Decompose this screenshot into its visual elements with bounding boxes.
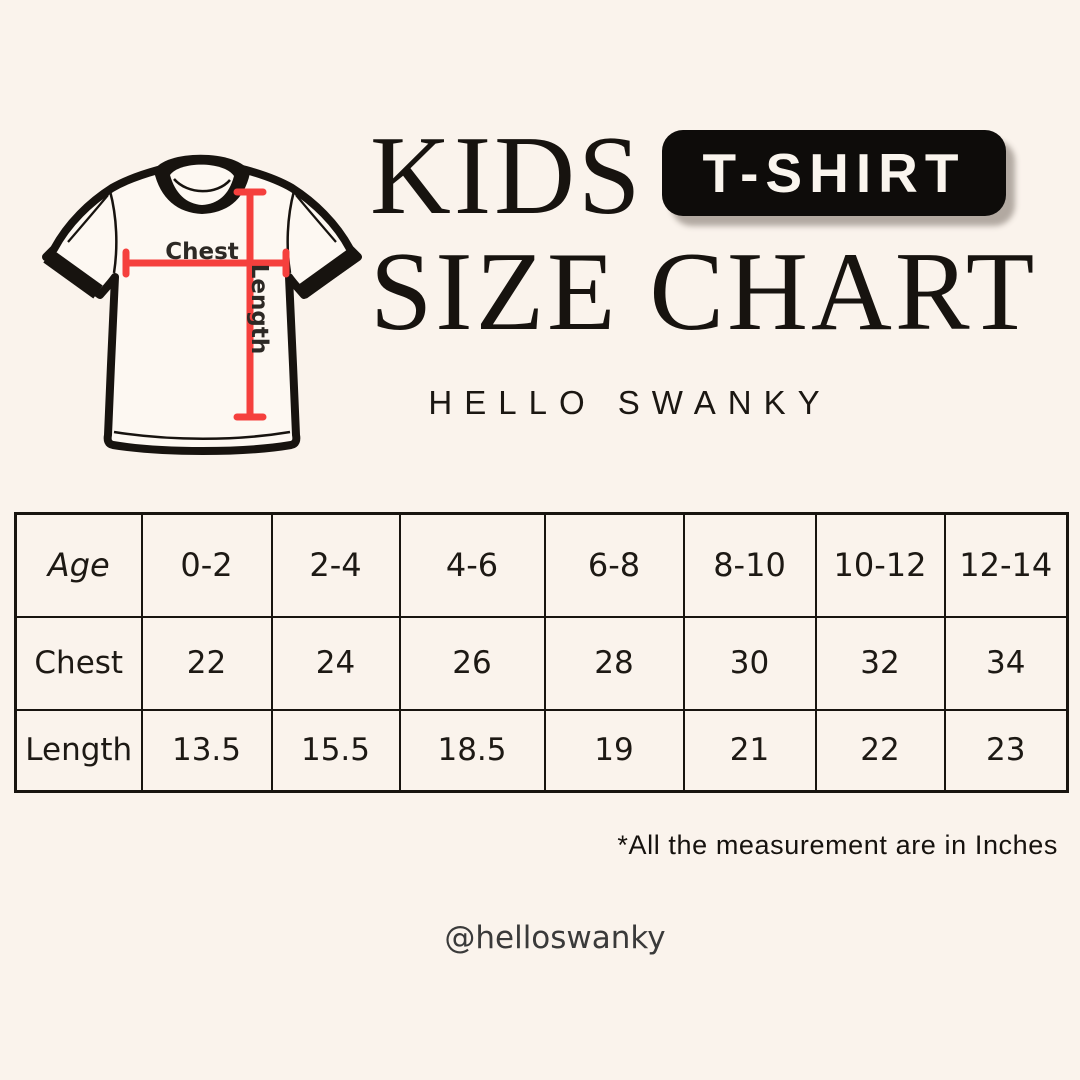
brand-name: HELLO SWANKY xyxy=(428,384,832,421)
tshirt-badge: T-SHIRT xyxy=(662,130,1006,216)
row-label-cell: Age xyxy=(14,512,143,618)
right-sleeve-crease xyxy=(295,194,337,243)
value-cell: 28 xyxy=(543,615,685,711)
tshirt-badge-label: T-SHIRT xyxy=(702,142,966,204)
hem-inner-line xyxy=(113,430,291,440)
value-cell: 0-2 xyxy=(140,512,273,618)
tshirt-svg: Chest Length xyxy=(42,154,362,455)
value-cell: 15.5 xyxy=(270,708,401,793)
value-cell: 2-4 xyxy=(270,512,401,618)
length-measure-label: Length xyxy=(246,264,272,354)
value-cell: 34 xyxy=(943,615,1069,711)
title-kids: KIDS xyxy=(370,114,644,238)
value-cell: 10-12 xyxy=(814,512,946,618)
value-cell: 18.5 xyxy=(398,708,546,793)
size-table: Age 0-2 2-4 4-6 6-8 8-10 10-12 12-14 Chest 22 24 26… xyxy=(14,512,1069,793)
chest-measure-label: Chest xyxy=(165,239,239,265)
tshirt-body xyxy=(42,160,362,455)
table-row-chest: Chest 22 24 26 28 30 32 34 xyxy=(14,615,1069,711)
table-row-length: Length 13.5 15.5 18.5 19 21 22 23 xyxy=(14,708,1069,793)
size-table-body: Age 0-2 2-4 4-6 6-8 8-10 10-12 12-14 Chest 22 24 26… xyxy=(14,512,1069,793)
value-cell: 8-10 xyxy=(682,512,817,618)
table-row-age: Age 0-2 2-4 4-6 6-8 8-10 10-12 12-14 xyxy=(14,512,1069,618)
social-handle: @helloswanky xyxy=(444,920,666,956)
value-cell: 22 xyxy=(140,615,273,711)
value-cell: 4-6 xyxy=(398,512,546,618)
value-cell: 19 xyxy=(543,708,685,793)
tshirt-illustration: Chest Length xyxy=(30,135,370,475)
collar-rib-line xyxy=(173,178,231,193)
value-cell: 23 xyxy=(943,708,1069,793)
left-armhole-seam xyxy=(108,190,118,274)
value-cell: 32 xyxy=(814,615,946,711)
value-cell: 21 xyxy=(682,708,817,793)
left-cuff-band xyxy=(43,249,103,299)
value-cell: 6-8 xyxy=(543,512,685,618)
value-cell: 26 xyxy=(398,615,546,711)
length-measure-line xyxy=(233,188,267,421)
value-cell: 24 xyxy=(270,615,401,711)
value-cell: 22 xyxy=(814,708,946,793)
row-label-cell: Length xyxy=(14,708,143,793)
value-cell: 30 xyxy=(682,615,817,711)
row-label-cell: Chest xyxy=(14,615,143,711)
right-cuff-band xyxy=(297,249,357,299)
value-cell: 13.5 xyxy=(140,708,273,793)
value-cell: 12-14 xyxy=(943,512,1069,618)
title-size-chart: SIZE CHART xyxy=(370,230,1038,354)
chest-measure-line xyxy=(122,248,290,278)
collar-opening xyxy=(170,164,234,205)
measurement-note: *All the measurement are in Inches xyxy=(617,830,1058,860)
left-sleeve-crease xyxy=(67,194,109,243)
